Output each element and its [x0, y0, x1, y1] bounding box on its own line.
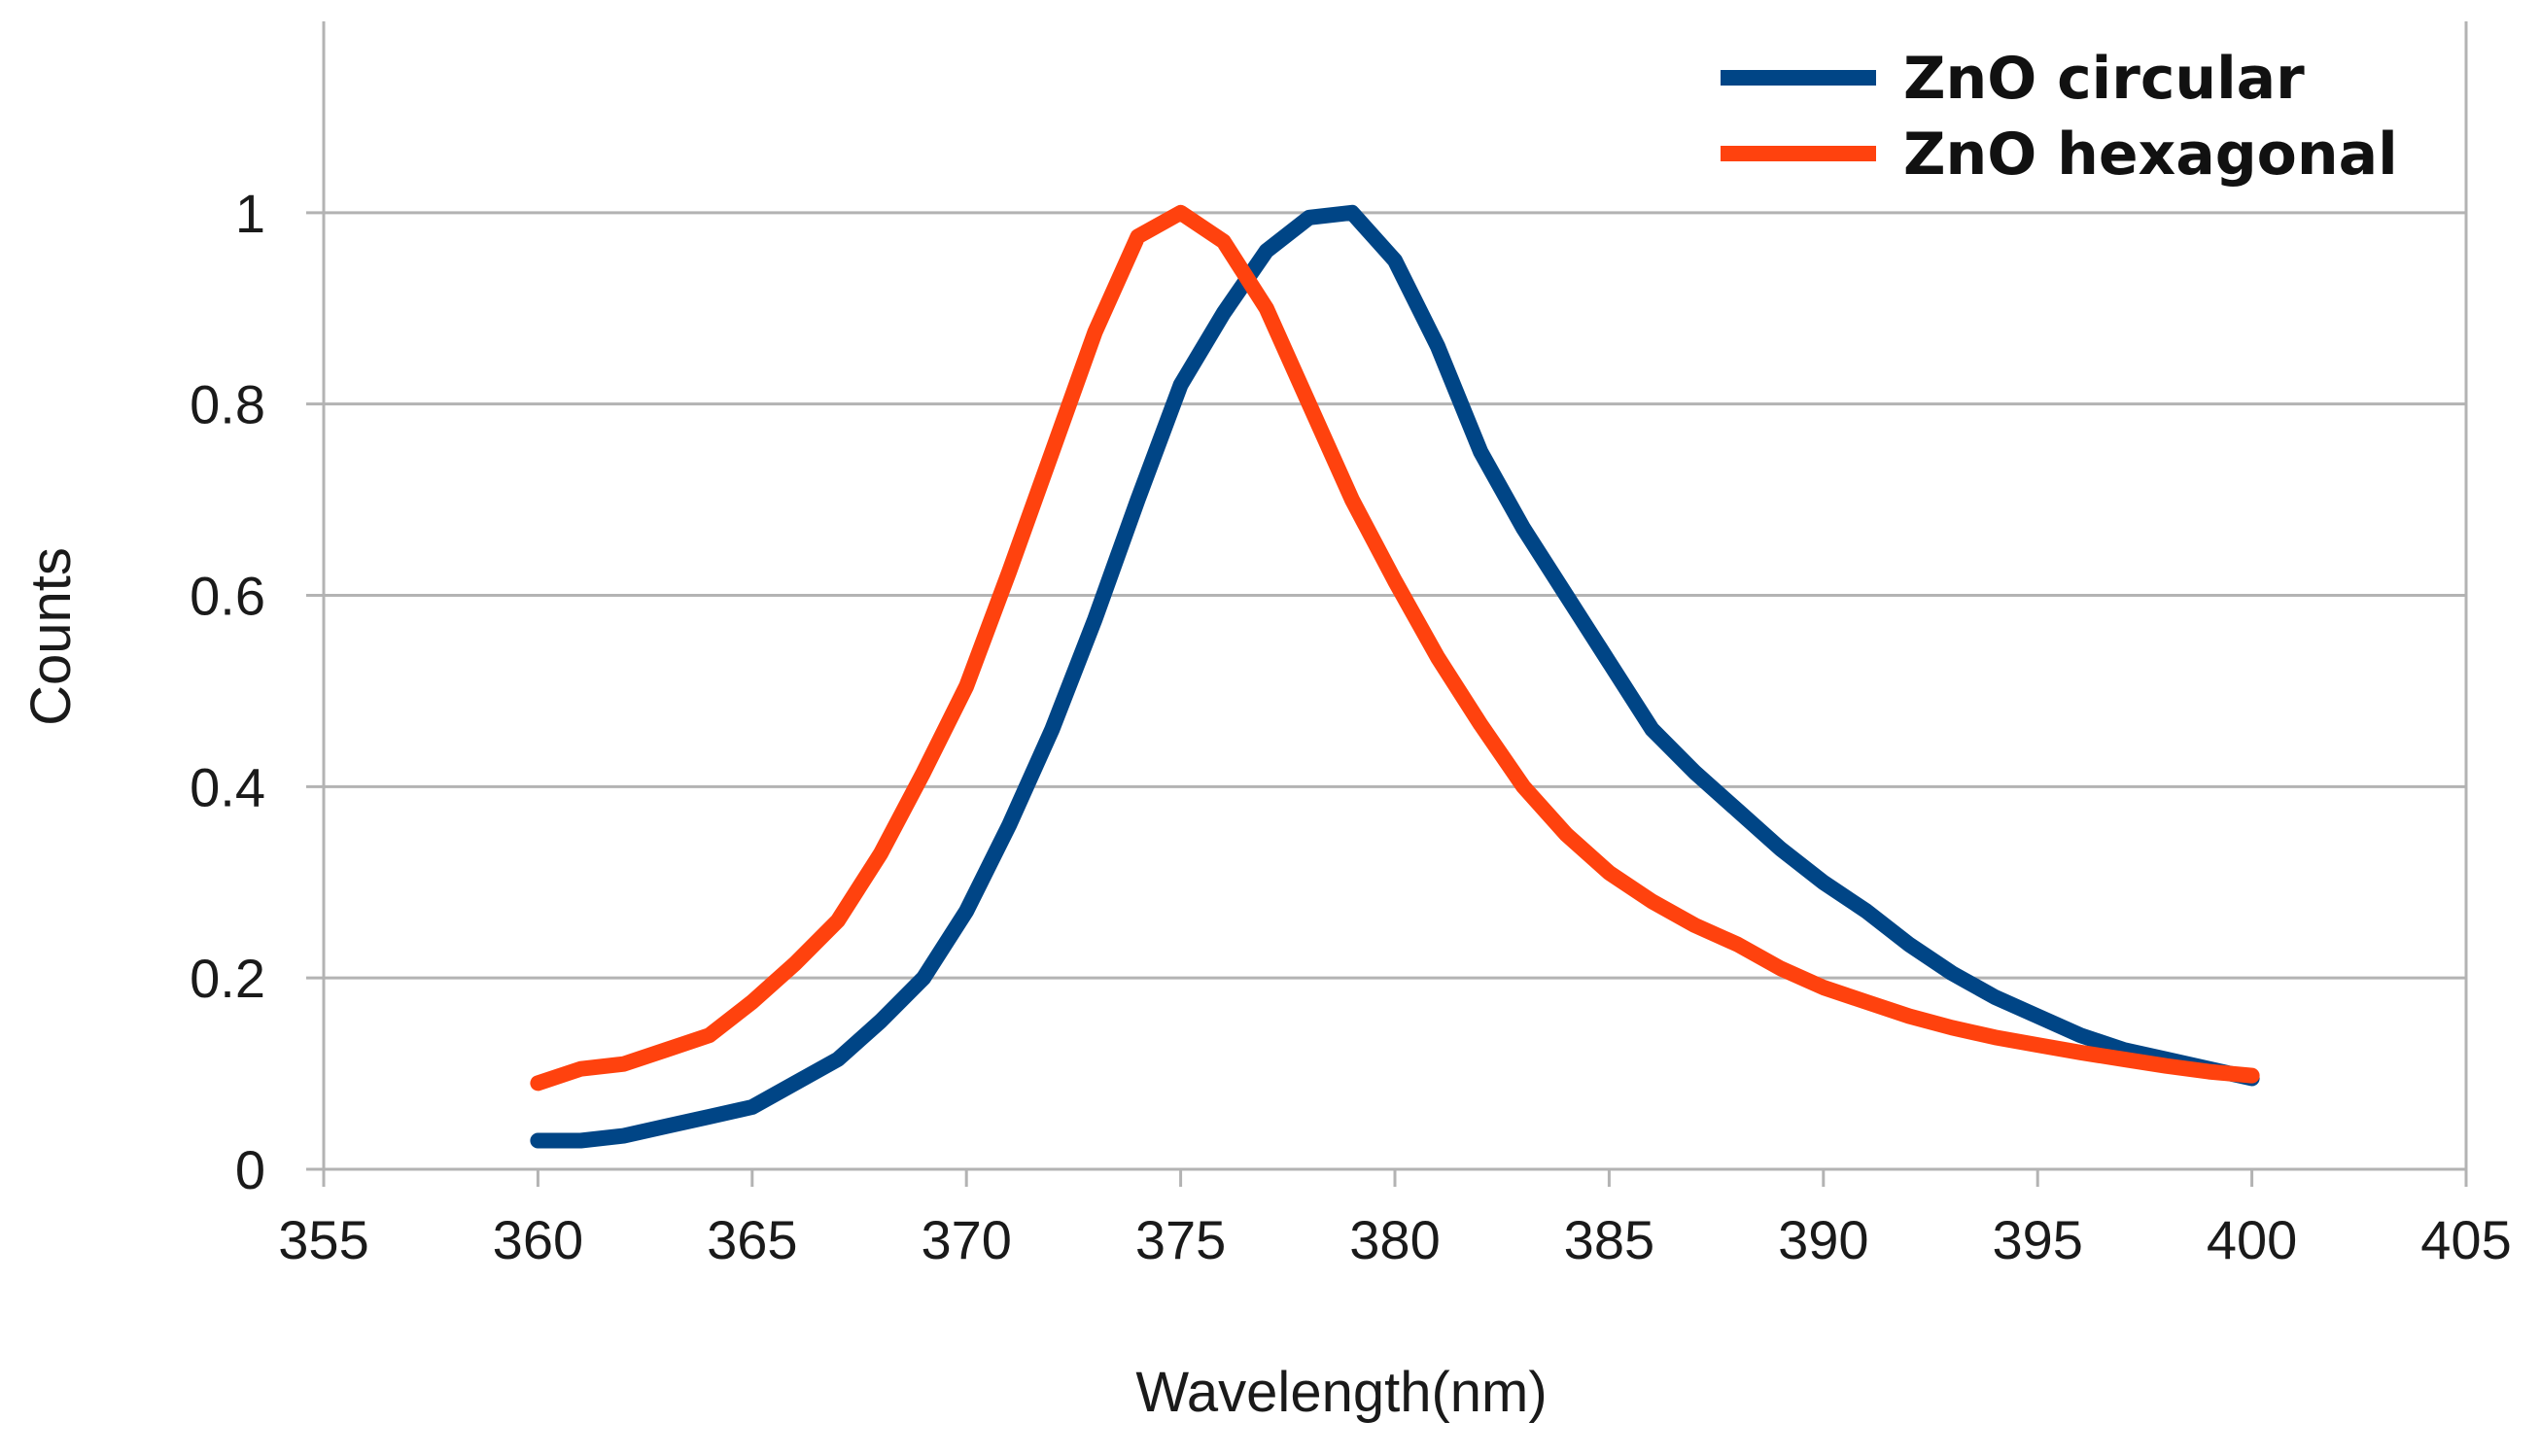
x-tick-label: 390	[1778, 1209, 1868, 1270]
y-tick-label: 1	[235, 183, 265, 244]
x-tick-label: 380	[1349, 1209, 1440, 1270]
x-axis-ticks: 355 360 365 370 375 380 385 390 395 400 405	[278, 1169, 2512, 1270]
legend: ZnO circular ZnO hexagonal	[1721, 45, 2398, 189]
x-tick-label: 365	[707, 1209, 797, 1270]
legend-label: ZnO hexagonal	[1903, 121, 2398, 189]
x-tick-label: 375	[1135, 1209, 1226, 1270]
y-tick-label: 0.8	[190, 374, 265, 435]
data-series	[530, 204, 2260, 1149]
y-axis-title: Counts	[19, 547, 83, 726]
x-tick-label: 385	[1564, 1209, 1654, 1270]
y-tick-label: 0.6	[190, 566, 265, 627]
x-tick-label: 400	[2207, 1209, 2297, 1270]
x-tick-label: 355	[278, 1209, 368, 1270]
legend-label: ZnO circular	[1903, 45, 2305, 113]
y-tick-label: 0	[235, 1139, 265, 1200]
x-tick-label: 395	[1992, 1209, 2082, 1270]
x-tick-label: 370	[921, 1209, 1011, 1270]
x-tick-label: 405	[2420, 1209, 2511, 1270]
x-tick-label: 360	[493, 1209, 583, 1270]
series-line-zno-hexagonal	[530, 204, 2260, 1092]
y-axis-ticks: 0 0.2 0.4 0.6 0.8 1	[190, 183, 324, 1200]
x-axis-title: Wavelength(nm)	[1135, 1361, 1547, 1424]
series-line-zno-circular	[530, 204, 2260, 1149]
y-tick-label: 0.2	[190, 948, 265, 1009]
y-tick-label: 0.4	[190, 756, 265, 817]
